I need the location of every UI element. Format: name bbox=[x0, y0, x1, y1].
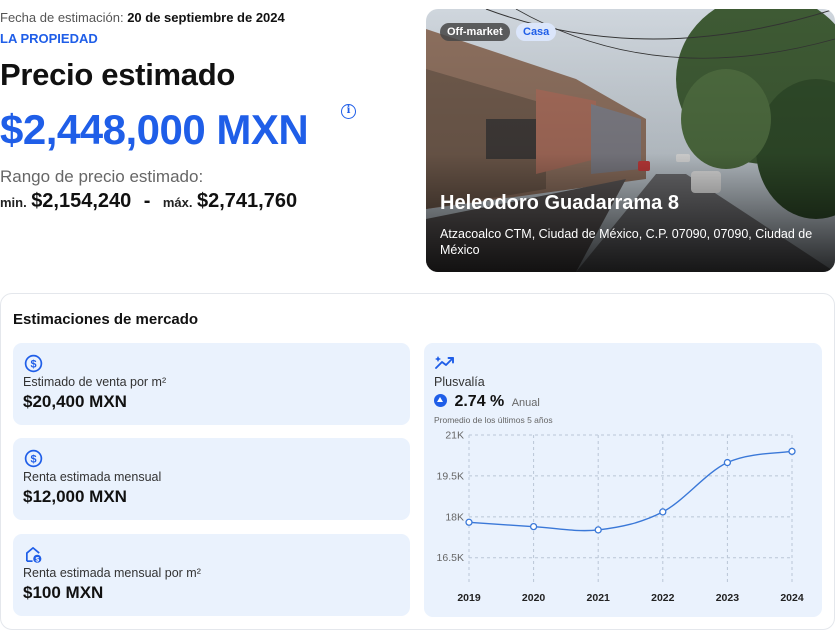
property-street: Heleodoro Guadarrama 8 bbox=[440, 192, 679, 214]
x-tick-label: 2022 bbox=[651, 592, 675, 604]
price-range-label: Rango de precio estimado: bbox=[0, 167, 204, 186]
property-type-badge: Casa bbox=[516, 23, 557, 41]
price-title: Precio estimado bbox=[0, 57, 235, 92]
card-label: Renta estimada mensual por m² bbox=[23, 566, 201, 580]
y-tick-label: 16.5K bbox=[437, 552, 464, 564]
dollar-circle-icon: $ bbox=[24, 354, 43, 373]
plusvalia-card: Plusvalía 2.74 % Anual Promedio de los ú… bbox=[424, 343, 822, 617]
estimation-date-label: Fecha de estimación: bbox=[0, 10, 124, 25]
data-point bbox=[529, 522, 538, 531]
trend-up-icon bbox=[435, 356, 454, 369]
plusvalia-note: Promedio de los últimos 5 años bbox=[434, 415, 553, 425]
street-view-photo bbox=[426, 9, 835, 272]
y-tick-label: 21K bbox=[445, 430, 464, 442]
plusvalia-period: Anual bbox=[511, 397, 540, 409]
plusvalia-value: 2.74 % bbox=[454, 393, 505, 410]
card-label: Estimado de venta por m² bbox=[23, 375, 167, 389]
estimation-date: Fecha de estimación: 20 de septiembre de… bbox=[0, 10, 285, 25]
x-tick-label: 2020 bbox=[522, 592, 546, 604]
card-value: $12,000 MXN bbox=[23, 487, 127, 506]
property-address: Atzacoalco CTM, Ciudad de México, C.P. 0… bbox=[440, 227, 813, 257]
max-price: $2,741,760 bbox=[196, 190, 298, 212]
card-value: $100 MXN bbox=[23, 583, 104, 602]
house-dollar-icon: $ bbox=[25, 546, 42, 563]
svg-text:$: $ bbox=[35, 556, 39, 563]
plusvalia-rate: 2.74 % Anual bbox=[434, 393, 540, 411]
dollar-circle-icon: $ bbox=[24, 449, 43, 468]
card-label: Renta estimada mensual bbox=[23, 470, 162, 484]
data-point bbox=[465, 518, 473, 526]
market-estimates-title: Estimaciones de mercado bbox=[13, 311, 199, 328]
svg-text:$: $ bbox=[30, 453, 36, 465]
y-tick-label: 19.5K bbox=[437, 470, 464, 482]
min-label: min. bbox=[0, 195, 27, 210]
max-label: máx. bbox=[162, 195, 193, 210]
data-point bbox=[594, 526, 602, 534]
svg-text:$: $ bbox=[30, 358, 36, 370]
off-market-badge: Off-market bbox=[440, 23, 510, 41]
x-tick-label: 2021 bbox=[587, 592, 611, 604]
estimated-price: $2,448,000 MXN bbox=[0, 106, 309, 153]
arrow-up-icon bbox=[434, 394, 447, 407]
data-point bbox=[659, 508, 667, 516]
data-point bbox=[788, 447, 796, 456]
plusvalia-chart: 16.5K 18K 19.5K 21K 2019 2020 2021 2022 2023 2024 bbox=[437, 430, 804, 605]
price-range: min. $2,154,240 - máx. $2,741,760 bbox=[0, 190, 297, 213]
info-icon[interactable]: i bbox=[341, 104, 356, 119]
monthly-rent-per-m2-card: $ Renta estimada mensual por m² $100 MXN bbox=[13, 534, 410, 616]
x-tick-label: 2024 bbox=[780, 592, 804, 604]
min-price: $2,154,240 bbox=[31, 190, 132, 212]
monthly-rent-card: $ Renta estimada mensual $12,000 MXN bbox=[13, 438, 410, 520]
data-point bbox=[723, 458, 732, 467]
card-value: $20,400 MXN bbox=[23, 392, 127, 411]
market-estimates-panel: Estimaciones de mercado $ Estimado de ve… bbox=[0, 293, 835, 630]
property-photo-card[interactable]: Off-market Casa Heleodoro Guadarrama 8 A… bbox=[426, 9, 835, 272]
x-tick-label: 2023 bbox=[716, 592, 740, 604]
series-line bbox=[468, 450, 793, 532]
plusvalia-label: Plusvalía bbox=[434, 375, 485, 389]
section-label: LA PROPIEDAD bbox=[0, 31, 98, 46]
y-tick-label: 18K bbox=[445, 511, 464, 523]
x-tick-label: 2019 bbox=[457, 592, 481, 604]
sale-per-m2-card: $ Estimado de venta por m² $20,400 MXN bbox=[13, 343, 410, 425]
range-separator: - bbox=[143, 190, 151, 212]
estimation-date-value: 20 de septiembre de 2024 bbox=[127, 10, 285, 25]
